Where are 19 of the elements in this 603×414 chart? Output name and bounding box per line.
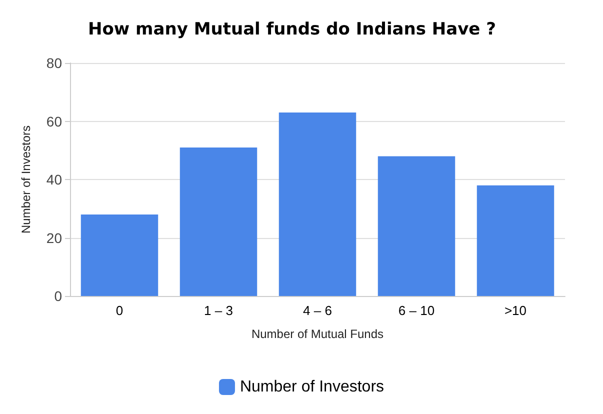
y-tick-label: 80	[46, 55, 62, 71]
bar	[278, 112, 356, 296]
bar	[476, 185, 554, 296]
x-axis-title: Number of Mutual Funds	[251, 327, 384, 341]
bar	[180, 147, 258, 296]
y-tick-label: 40	[46, 172, 62, 188]
x-tick-label: >10	[504, 303, 527, 318]
x-tick-label: 6 – 10	[398, 303, 435, 318]
bar	[378, 156, 456, 296]
x-tick-label: 0	[116, 303, 124, 318]
y-tick-label: 60	[46, 113, 62, 130]
x-tick-label: 4 – 6	[303, 303, 332, 318]
y-tick-label: 0	[54, 288, 62, 304]
y-axis-title: Number of Investors	[19, 125, 33, 234]
legend-label: Number of Investors	[240, 378, 384, 396]
x-tick-label: 1 – 3	[204, 303, 233, 318]
chart-title: How many Mutual funds do Indians Have ?	[88, 20, 496, 40]
bar	[80, 214, 158, 296]
y-tick-label: 20	[46, 230, 62, 246]
